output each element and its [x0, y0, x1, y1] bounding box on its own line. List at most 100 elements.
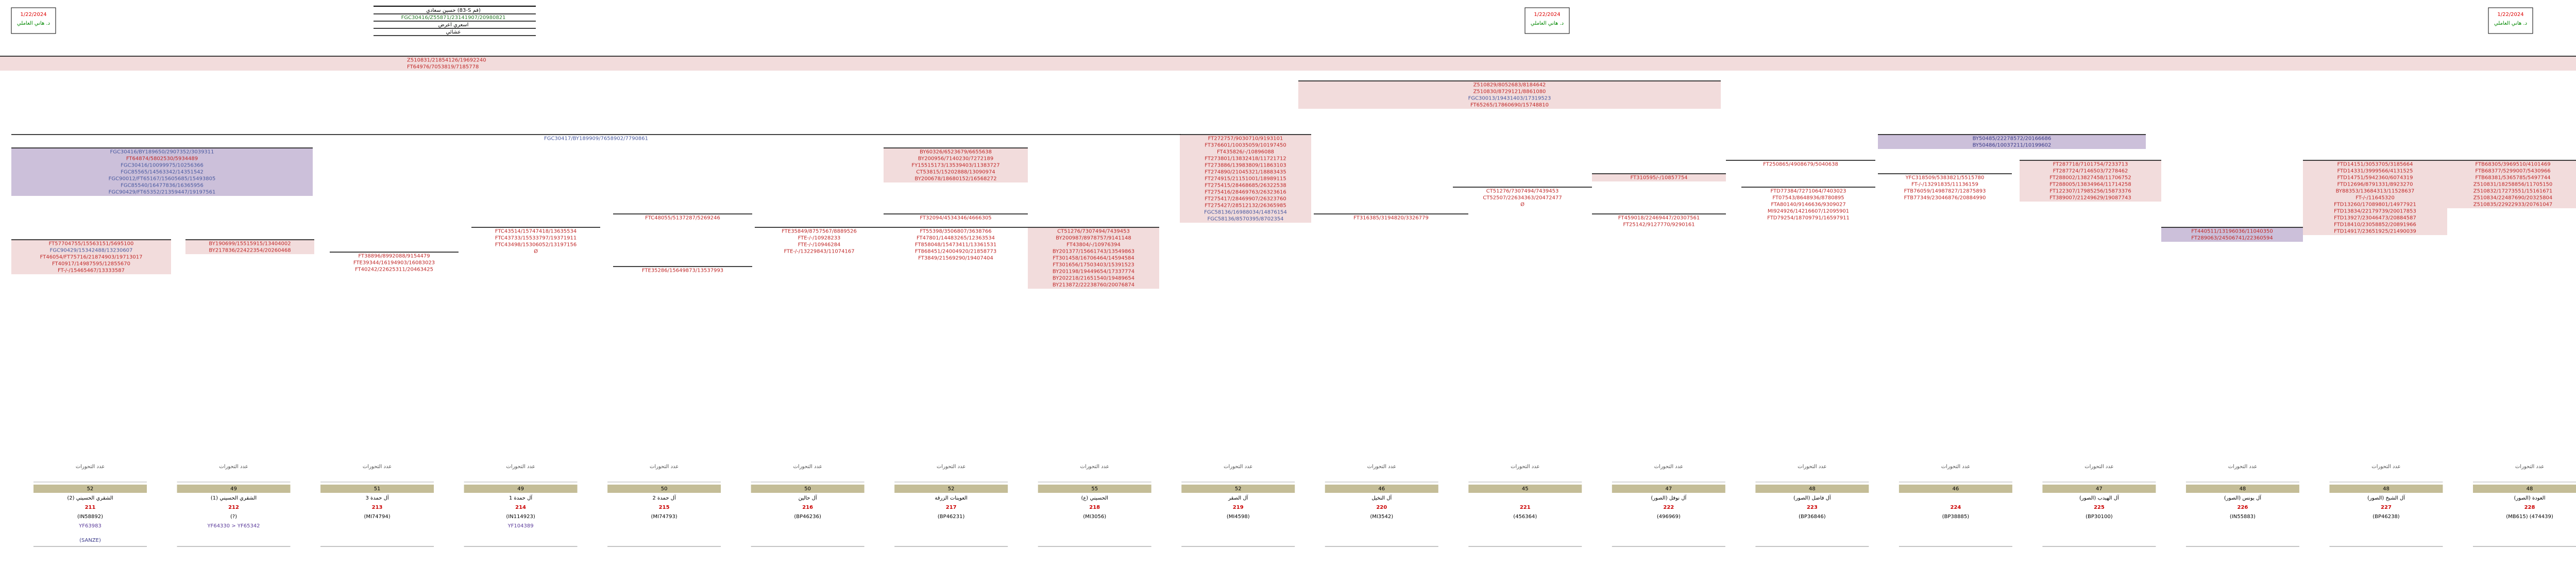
marker-line: FT43804/-/10976394 — [1066, 242, 1121, 248]
marker-line: Z510831/18258856/11705150 — [2473, 182, 2553, 188]
marker-line: Z510829/8052683/8184642 — [1473, 82, 1546, 88]
marker-line: FT32094/4534346/4666305 — [920, 215, 991, 221]
marker-line: Z510834/22487690/20325804 — [2473, 195, 2553, 201]
marker-line: FTD77384/7271064/7403023 — [1770, 189, 1846, 194]
count-label: عدد التحورات — [506, 464, 535, 470]
marker-line: FT275427/28512132/26365985 — [1205, 203, 1286, 209]
haplo-code: (?) — [230, 514, 237, 520]
marker-line: Ø — [534, 248, 538, 255]
family-name: آل نوفل (الصور) — [1651, 494, 1687, 501]
marker-line: FTC43514/15747418/13635534 — [495, 229, 577, 235]
family-number: 227 — [2381, 505, 2392, 510]
note: (SANZE) — [79, 538, 101, 543]
marker-line: CT53815/15202888/13090974 — [916, 170, 995, 175]
marker-line: FGC90012/FT65167/15605685/15493805 — [109, 176, 216, 182]
marker-line: Z510832/17273551/15161671 — [2473, 189, 2553, 194]
block: FT250865/4908679/5040638 — [1726, 160, 1875, 168]
haplo-code: (BP36846) — [1799, 514, 1826, 520]
family-name: آل حمدة 3 — [365, 494, 389, 501]
marker-line: FT275417/28469907/26323760 — [1205, 196, 1286, 202]
count-label: عدد التحورات — [2371, 464, 2400, 470]
count-label: عدد التحورات — [2515, 464, 2544, 470]
marker-line: Z510835/22922933/20761047 — [2473, 202, 2553, 208]
block: FTD77384/7271064/7403023FT07543/8648936/… — [1741, 187, 1875, 221]
block-bg — [11, 240, 171, 274]
marker-line: FT64874/5802530/5934489 — [126, 156, 198, 162]
marker-line: FTB76059/14987827/12875893 — [1904, 189, 1986, 194]
marker-line: FT310595/-/10857754 — [1630, 175, 1687, 181]
block: FT316385/3194820/3326779 — [1314, 213, 1468, 221]
family-number: 220 — [1376, 505, 1387, 510]
count-label: عدد التحورات — [1080, 464, 1109, 470]
haplo-code: (MI74794) — [364, 514, 390, 520]
count-label: عدد التحورات — [1941, 464, 1970, 470]
marker-line: FT3849/21569290/19407404 — [918, 256, 993, 261]
block: BY190699/15515915/13404002BY217836/22422… — [185, 239, 314, 254]
count-label: عدد التحورات — [793, 464, 822, 470]
extra: YF64330 > YF65342 — [207, 523, 260, 529]
marker-line: BY88353/13684313/11528637 — [2336, 189, 2415, 194]
haplo-code: (MB615) (474439) — [2506, 514, 2553, 520]
count-bar — [2185, 485, 2299, 493]
block-bg — [884, 148, 1028, 182]
block-bg — [11, 148, 313, 196]
marker-line: FT435826/-/10896088 — [1217, 150, 1274, 155]
marker-line: CT52507/22634363/20472477 — [1483, 195, 1562, 201]
center-line: FGC30416/Z55871/23141907/20980821 — [401, 15, 506, 21]
header-author: د. هاني العاملي — [2494, 21, 2527, 26]
marker-line: FTB68381/5365785/5497744 — [2475, 175, 2550, 181]
block: FGC30416/BY189650/2907352/3039311FT64874… — [11, 147, 313, 196]
family-name: الشقري الحسيني (1) — [211, 495, 257, 501]
block: FTE35849/8757567/8889526FTE-/-/10928233F… — [755, 227, 884, 255]
family-name: آل حالين — [799, 494, 818, 501]
count-label: عدد التحورات — [1511, 464, 1539, 470]
marker-line: FTD13834/22179739/20017853 — [2334, 209, 2416, 214]
center-line: حسين سعادي (83-S فم) — [426, 8, 481, 13]
header-box — [11, 7, 56, 34]
count-label: عدد التحورات — [937, 464, 965, 470]
marker-line: FT55398/3506807/3638766 — [920, 229, 991, 235]
family-number: 223 — [1807, 505, 1818, 510]
block: YFC318509/5383821/5515780FT-/-/13291835/… — [1878, 173, 2012, 201]
count-bar — [464, 485, 578, 493]
marker-line: FT-/-/15465467/13333587 — [58, 268, 125, 274]
center-line: اسعري اعرض — [438, 22, 469, 28]
marker-line: FTD18410/23058852/20891966 — [2334, 222, 2416, 228]
family-number: 215 — [659, 505, 670, 510]
marker-line: BY50485/22278572/20166686 — [1973, 136, 2052, 142]
block: FGC30417/BY189909/7658902/7790861 — [11, 134, 1181, 142]
family-name: الحسيني (ع) — [1081, 495, 1108, 501]
count-label: عدد التحورات — [650, 464, 679, 470]
block-bg — [1180, 135, 1311, 223]
haplo-code: (BP30100) — [2086, 514, 2113, 520]
count-bar — [2042, 485, 2156, 493]
family-number: 219 — [1233, 505, 1244, 510]
haplo-code: (IN55883) — [2230, 514, 2256, 520]
header-date: 1/22/2024 — [2497, 12, 2523, 18]
marker-line: FT288002/13827458/11706752 — [2049, 175, 2131, 181]
family-number: 212 — [228, 505, 239, 510]
marker-line: Z510830/8729121/8861080 — [1473, 89, 1546, 95]
count-label: عدد التحورات — [1224, 464, 1252, 470]
count: 49 — [230, 486, 237, 492]
count: 52 — [948, 486, 955, 492]
haplo-code: (BP38885) — [1942, 514, 1970, 520]
marker-line: FT-/-/13291835/11136159 — [1911, 182, 1978, 188]
block: FTB68305/3969510/4101469FTB68377/5299007… — [2447, 160, 2576, 208]
marker-line: FT289063/24506741/22360594 — [2191, 236, 2273, 241]
marker-line: FT40917/14987595/12855670 — [52, 261, 130, 267]
marker-line: FGC90429/15342488/13230607 — [50, 248, 133, 254]
count-bar — [751, 485, 865, 493]
marker-line: FTC43733/15533797/19371911 — [495, 236, 577, 241]
count-bar — [1468, 485, 1582, 493]
count-bar — [320, 485, 434, 493]
count-bar — [1612, 485, 1725, 493]
count-label: عدد التحورات — [1367, 464, 1396, 470]
family-name: آل فاضل (الصور) — [1793, 494, 1832, 501]
haplo-code: (456364) — [1513, 514, 1537, 520]
marker-line: FTE-/-/13229843/11074167 — [784, 249, 854, 255]
haplo-code: (IN114923) — [506, 514, 535, 520]
marker-line: FGC30416/10099975/10256366 — [121, 163, 204, 169]
family-name: آل النخيل — [1371, 494, 1392, 501]
